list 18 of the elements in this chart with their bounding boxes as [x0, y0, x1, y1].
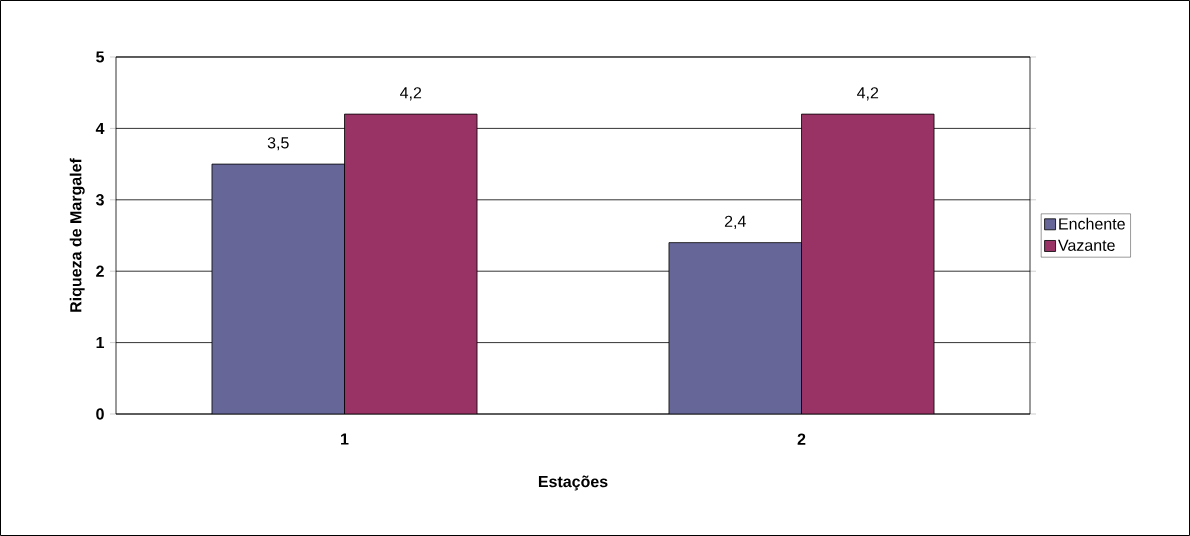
bar: [211, 163, 345, 414]
legend-label: Enchente: [1059, 217, 1125, 230]
bar: [344, 113, 478, 414]
bar: [668, 242, 802, 414]
data-label: 4,2: [857, 87, 879, 101]
legend-label: Vazante: [1058, 239, 1115, 251]
data-label: 4,2: [400, 87, 422, 101]
y-tick-label: 5: [96, 51, 105, 63]
y-tick-label: 4: [95, 122, 105, 134]
y-tick-label: 2: [96, 265, 104, 277]
y-tick-label: 3: [95, 194, 104, 206]
data-label: 3,5: [267, 137, 289, 151]
y-tick-label: 1: [96, 337, 105, 349]
bar: [801, 113, 935, 414]
y-axis-title: Riqueza de Margalef: [69, 158, 85, 312]
data-label: 2,4: [724, 215, 746, 229]
y-tick-label: 0: [96, 408, 104, 420]
x-axis-title: Estações: [538, 475, 608, 491]
